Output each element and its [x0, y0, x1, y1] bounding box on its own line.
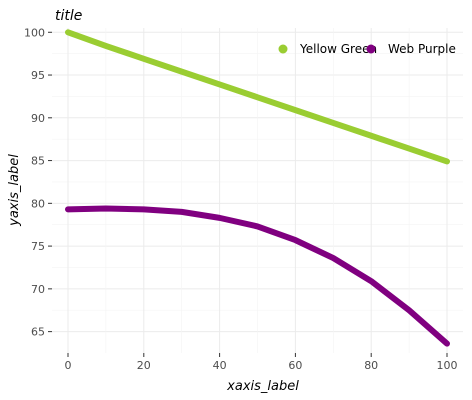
- y-tick-label: 100: [24, 26, 45, 39]
- series-lines: [65, 29, 450, 347]
- x-tick-label: 100: [437, 359, 458, 372]
- y-tick-label: 90: [31, 112, 45, 125]
- y-tick-label: 70: [31, 283, 45, 296]
- x-tick-label: 80: [364, 359, 378, 372]
- x-tick-label: 0: [65, 359, 72, 372]
- x-tick-label: 40: [213, 359, 227, 372]
- series-line-0: [65, 29, 450, 165]
- series-line-1: [65, 205, 450, 347]
- y-tick-label: 95: [31, 69, 45, 82]
- y-tick-label: 85: [31, 155, 45, 168]
- chart-title: title: [55, 8, 82, 24]
- x-tick-label: 20: [137, 359, 151, 372]
- y-axis-title: yaxis_label: [7, 154, 22, 227]
- x-axis-ticks: 0 20 40 60 80 100: [65, 353, 458, 372]
- y-axis-ticks: 65 70 75 80 85 90 95 100: [24, 26, 52, 339]
- y-tick-label: 65: [31, 326, 45, 339]
- legend-label-1: Web Purple: [388, 42, 456, 56]
- y-tick-label: 80: [31, 197, 45, 210]
- legend-swatch-0: [278, 44, 288, 54]
- legend-label-0: Yellow Green: [299, 42, 377, 56]
- legend: Yellow Green Web Purple: [278, 42, 456, 56]
- y-tick-label: 75: [31, 240, 45, 253]
- x-axis-title: xaxis_label: [226, 379, 299, 394]
- legend-swatch-1: [366, 44, 376, 54]
- x-tick-label: 60: [288, 359, 302, 372]
- grid-lines: [52, 28, 463, 353]
